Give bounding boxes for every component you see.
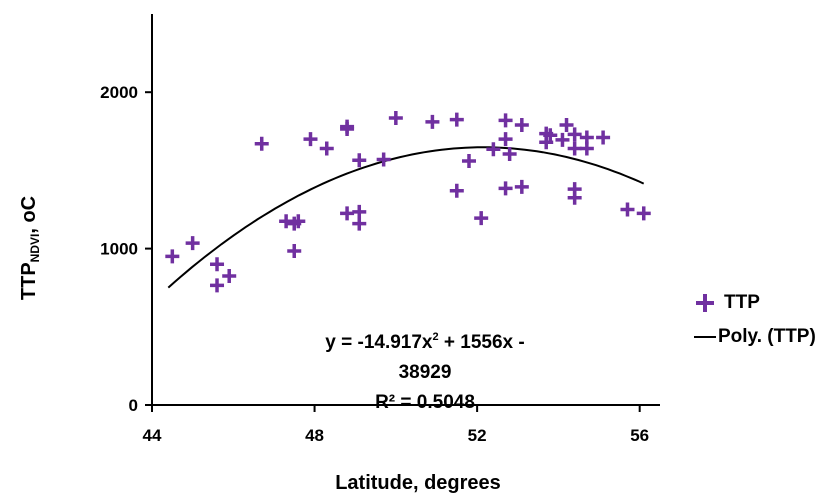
y-tick-label: 0 xyxy=(129,396,138,415)
data-point xyxy=(303,132,318,147)
data-point xyxy=(498,113,513,128)
y-tick-label: 1000 xyxy=(100,240,138,259)
equation-part-b: + 1556x - 38929 xyxy=(398,332,525,383)
y-axis-label: TTPNDVI, oC xyxy=(18,196,42,300)
x-tick-label: 48 xyxy=(305,426,324,445)
legend: TTP Poly. (TTP) xyxy=(694,286,816,354)
data-point xyxy=(287,243,302,258)
legend-item-poly: Poly. (TTP) xyxy=(694,320,816,354)
data-point xyxy=(514,179,529,194)
legend-label-poly: Poly. (TTP) xyxy=(718,326,816,347)
trendline-equation: y = -14.917x2 + 1556x - 38929 R² = 0.504… xyxy=(300,322,550,418)
x-tick-label: 44 xyxy=(143,426,162,445)
data-point xyxy=(185,236,200,251)
line-marker-icon xyxy=(694,336,716,338)
y-axis-label-unit: , oC xyxy=(18,195,40,234)
r-squared: R² = 0.5048 xyxy=(375,392,475,413)
data-point xyxy=(319,141,334,156)
data-point xyxy=(636,206,651,221)
data-point xyxy=(279,214,294,229)
equation-line-1: y = -14.917x2 + 1556x - 38929 xyxy=(300,322,550,388)
data-point xyxy=(502,146,517,161)
data-point xyxy=(352,216,367,231)
x-tick-label: 56 xyxy=(630,426,649,445)
data-point xyxy=(559,118,574,133)
data-point xyxy=(449,183,464,198)
data-point xyxy=(449,112,464,127)
data-point xyxy=(498,132,513,147)
data-point xyxy=(352,204,367,219)
y-axis-label-main: TTP xyxy=(18,262,40,301)
x-axis-label: Latitude, degrees xyxy=(335,472,501,494)
data-point xyxy=(165,249,180,264)
data-point xyxy=(486,142,501,157)
data-point xyxy=(254,136,269,151)
y-axis-label-subscript: NDVI xyxy=(28,233,42,263)
equation-part-a: y = -14.917x xyxy=(325,332,433,353)
data-point xyxy=(352,153,367,168)
data-point xyxy=(461,154,476,169)
data-point xyxy=(567,141,582,156)
data-point xyxy=(543,128,558,143)
data-point xyxy=(539,135,554,150)
legend-label-ttp: TTP xyxy=(724,292,760,313)
data-point xyxy=(567,190,582,205)
x-tick-label: 52 xyxy=(468,426,487,445)
trendline-poly xyxy=(167,146,645,289)
data-point xyxy=(514,118,529,133)
data-point xyxy=(474,211,489,226)
data-point xyxy=(210,257,225,272)
y-tick-label: 2000 xyxy=(100,83,138,102)
data-point xyxy=(579,141,594,156)
legend-item-ttp: TTP xyxy=(694,286,816,320)
data-point xyxy=(425,114,440,129)
data-point xyxy=(210,278,225,293)
data-point xyxy=(620,202,635,217)
data-point xyxy=(291,214,306,229)
equation-exponent: 2 xyxy=(432,331,439,343)
data-point xyxy=(596,130,611,145)
data-point xyxy=(222,268,237,283)
data-point xyxy=(388,111,403,126)
data-point xyxy=(340,206,355,221)
data-point xyxy=(340,119,355,134)
data-point xyxy=(498,181,513,196)
data-point xyxy=(567,127,582,142)
data-point xyxy=(555,132,570,147)
data-point xyxy=(376,152,391,167)
plus-marker-icon xyxy=(694,292,716,314)
